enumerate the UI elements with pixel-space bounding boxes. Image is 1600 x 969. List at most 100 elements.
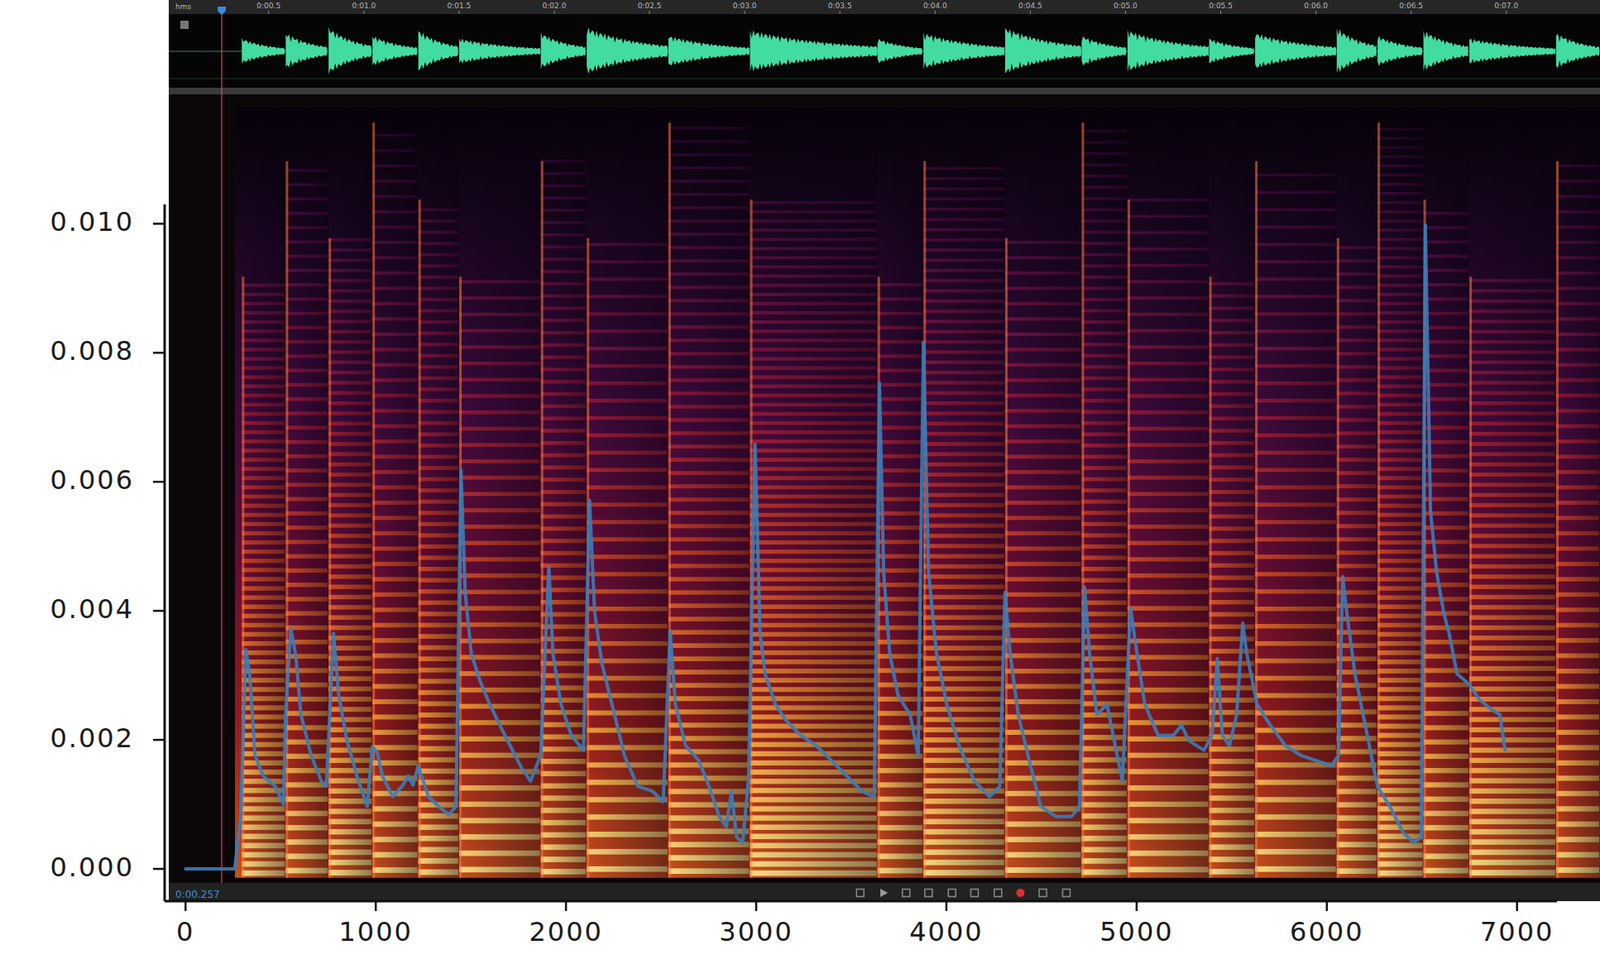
x-tick-label: 5000: [1099, 915, 1174, 948]
onset-line: [372, 122, 375, 878]
decay-shade: [459, 107, 542, 878]
ruler-tick: [1029, 10, 1031, 15]
y-tick: [153, 738, 165, 742]
x-tick: [1135, 900, 1139, 911]
ruler-label: 0:07.0: [1494, 1, 1519, 10]
ruler-tick: [553, 10, 555, 15]
decay-shade: [241, 107, 286, 878]
y-tick-label: 0.000: [49, 851, 135, 883]
playhead: [220, 11, 222, 883]
ruler-label: 0:01.0: [351, 1, 376, 10]
x-tick: [184, 900, 187, 911]
waveform-segment: [1469, 38, 1556, 64]
waveform-panel: [168, 14, 1600, 88]
playhead-marker: [217, 6, 226, 15]
decay-shade: [1377, 107, 1424, 878]
panel-icon: [180, 20, 189, 29]
x-tick-label: 1000: [338, 915, 412, 948]
y-tick: [153, 867, 165, 871]
waveform-segment: [923, 32, 1005, 70]
ruler-unit: hms: [175, 2, 192, 11]
transport-button[interactable]: [948, 889, 956, 897]
decay-shade: [541, 107, 588, 878]
ruler-tick: [458, 10, 460, 15]
waveform-segment: [541, 32, 586, 70]
waveform-segment: [586, 27, 668, 75]
waveform-segment: [750, 29, 878, 72]
ruler-label: 0:04.5: [1018, 1, 1043, 10]
x-tick: [565, 900, 568, 911]
x-tick-label: 0: [176, 915, 195, 948]
time-display: 0:00.257: [175, 888, 221, 901]
x-tick: [755, 900, 758, 911]
ruler-tick: [1125, 10, 1126, 15]
y-tick-label: 0.002: [49, 722, 135, 754]
x-tick-label: 7000: [1480, 915, 1554, 948]
waveform-segment: [1005, 28, 1082, 75]
waveform-segment: [285, 34, 327, 68]
waveform-segment: [1556, 33, 1600, 68]
onset-line: [1556, 161, 1559, 878]
waveform-segment: [418, 31, 459, 71]
decay-shade: [1005, 107, 1083, 878]
waveform-segment: [328, 26, 372, 75]
ruler-label: 0:05.0: [1113, 1, 1138, 10]
waveform-grid: [168, 78, 1600, 80]
onset-line: [923, 161, 926, 878]
y-tick: [153, 609, 165, 613]
ruler-label: 0:01.5: [447, 1, 472, 10]
x-tick-label: 2000: [528, 915, 603, 948]
onset-line: [1377, 122, 1380, 878]
decay-shade: [1556, 107, 1600, 878]
x-tick: [1326, 900, 1329, 911]
record-button[interactable]: [1015, 888, 1025, 897]
y-tick-label: 0.010: [49, 205, 135, 238]
ruler-label: 0:02.5: [637, 1, 662, 10]
chart: 0.0000.0020.0040.0060.0080.0100100020003…: [49, 204, 1557, 948]
ruler-tick: [839, 10, 841, 15]
ruler-tick: [934, 10, 936, 15]
play-button[interactable]: [880, 888, 888, 897]
waveform-segment: [459, 38, 541, 63]
y-tick-label: 0.006: [49, 464, 135, 496]
transport-button[interactable]: [1062, 889, 1070, 897]
y-tick: [153, 222, 165, 226]
waveform-segment: [877, 38, 923, 64]
transport-button[interactable]: [970, 889, 978, 897]
canvas: hms0:00.50:01.00:01.50:02.00:02.50:03.00…: [0, 0, 1600, 969]
waveform-segment: [1423, 30, 1469, 72]
transport-button[interactable]: [1039, 889, 1047, 897]
waveform-segment: [1209, 38, 1255, 64]
x-tick: [1515, 900, 1519, 911]
onset-line: [1469, 276, 1472, 877]
onset-line: [1336, 238, 1340, 878]
ruler-tick: [649, 10, 651, 15]
waveform-segment: [1255, 33, 1337, 68]
transport-button[interactable]: [994, 889, 1002, 897]
waveform-segment: [668, 36, 750, 66]
decay-shade: [1081, 107, 1128, 878]
data-line: [185, 225, 1505, 869]
ruler-label: 0:04.0: [923, 1, 948, 10]
transport-button[interactable]: [856, 889, 864, 897]
y-tick: [153, 480, 165, 484]
onset-line: [541, 161, 544, 878]
ruler-tick: [1505, 10, 1507, 15]
transport-bar: [168, 882, 1600, 901]
ruler-label: 0:03.0: [732, 1, 757, 10]
ruler-label: 0:06.5: [1398, 1, 1423, 10]
ruler-tick: [1220, 10, 1222, 15]
x-tick-label: 6000: [1289, 915, 1364, 948]
decay-shade: [923, 107, 1006, 878]
x-axis: [164, 900, 1557, 903]
x-tick: [374, 900, 378, 911]
x-tick-label: 4000: [909, 915, 983, 948]
decay-shade: [1469, 107, 1557, 878]
transport-button[interactable]: [902, 889, 911, 897]
y-axis: [163, 204, 167, 901]
ruler-tick: [1315, 10, 1317, 15]
time-ruler: [168, 0, 1600, 15]
transport-button[interactable]: [924, 889, 933, 897]
decay-shade: [877, 107, 925, 878]
ruler-tick: [1410, 10, 1412, 15]
